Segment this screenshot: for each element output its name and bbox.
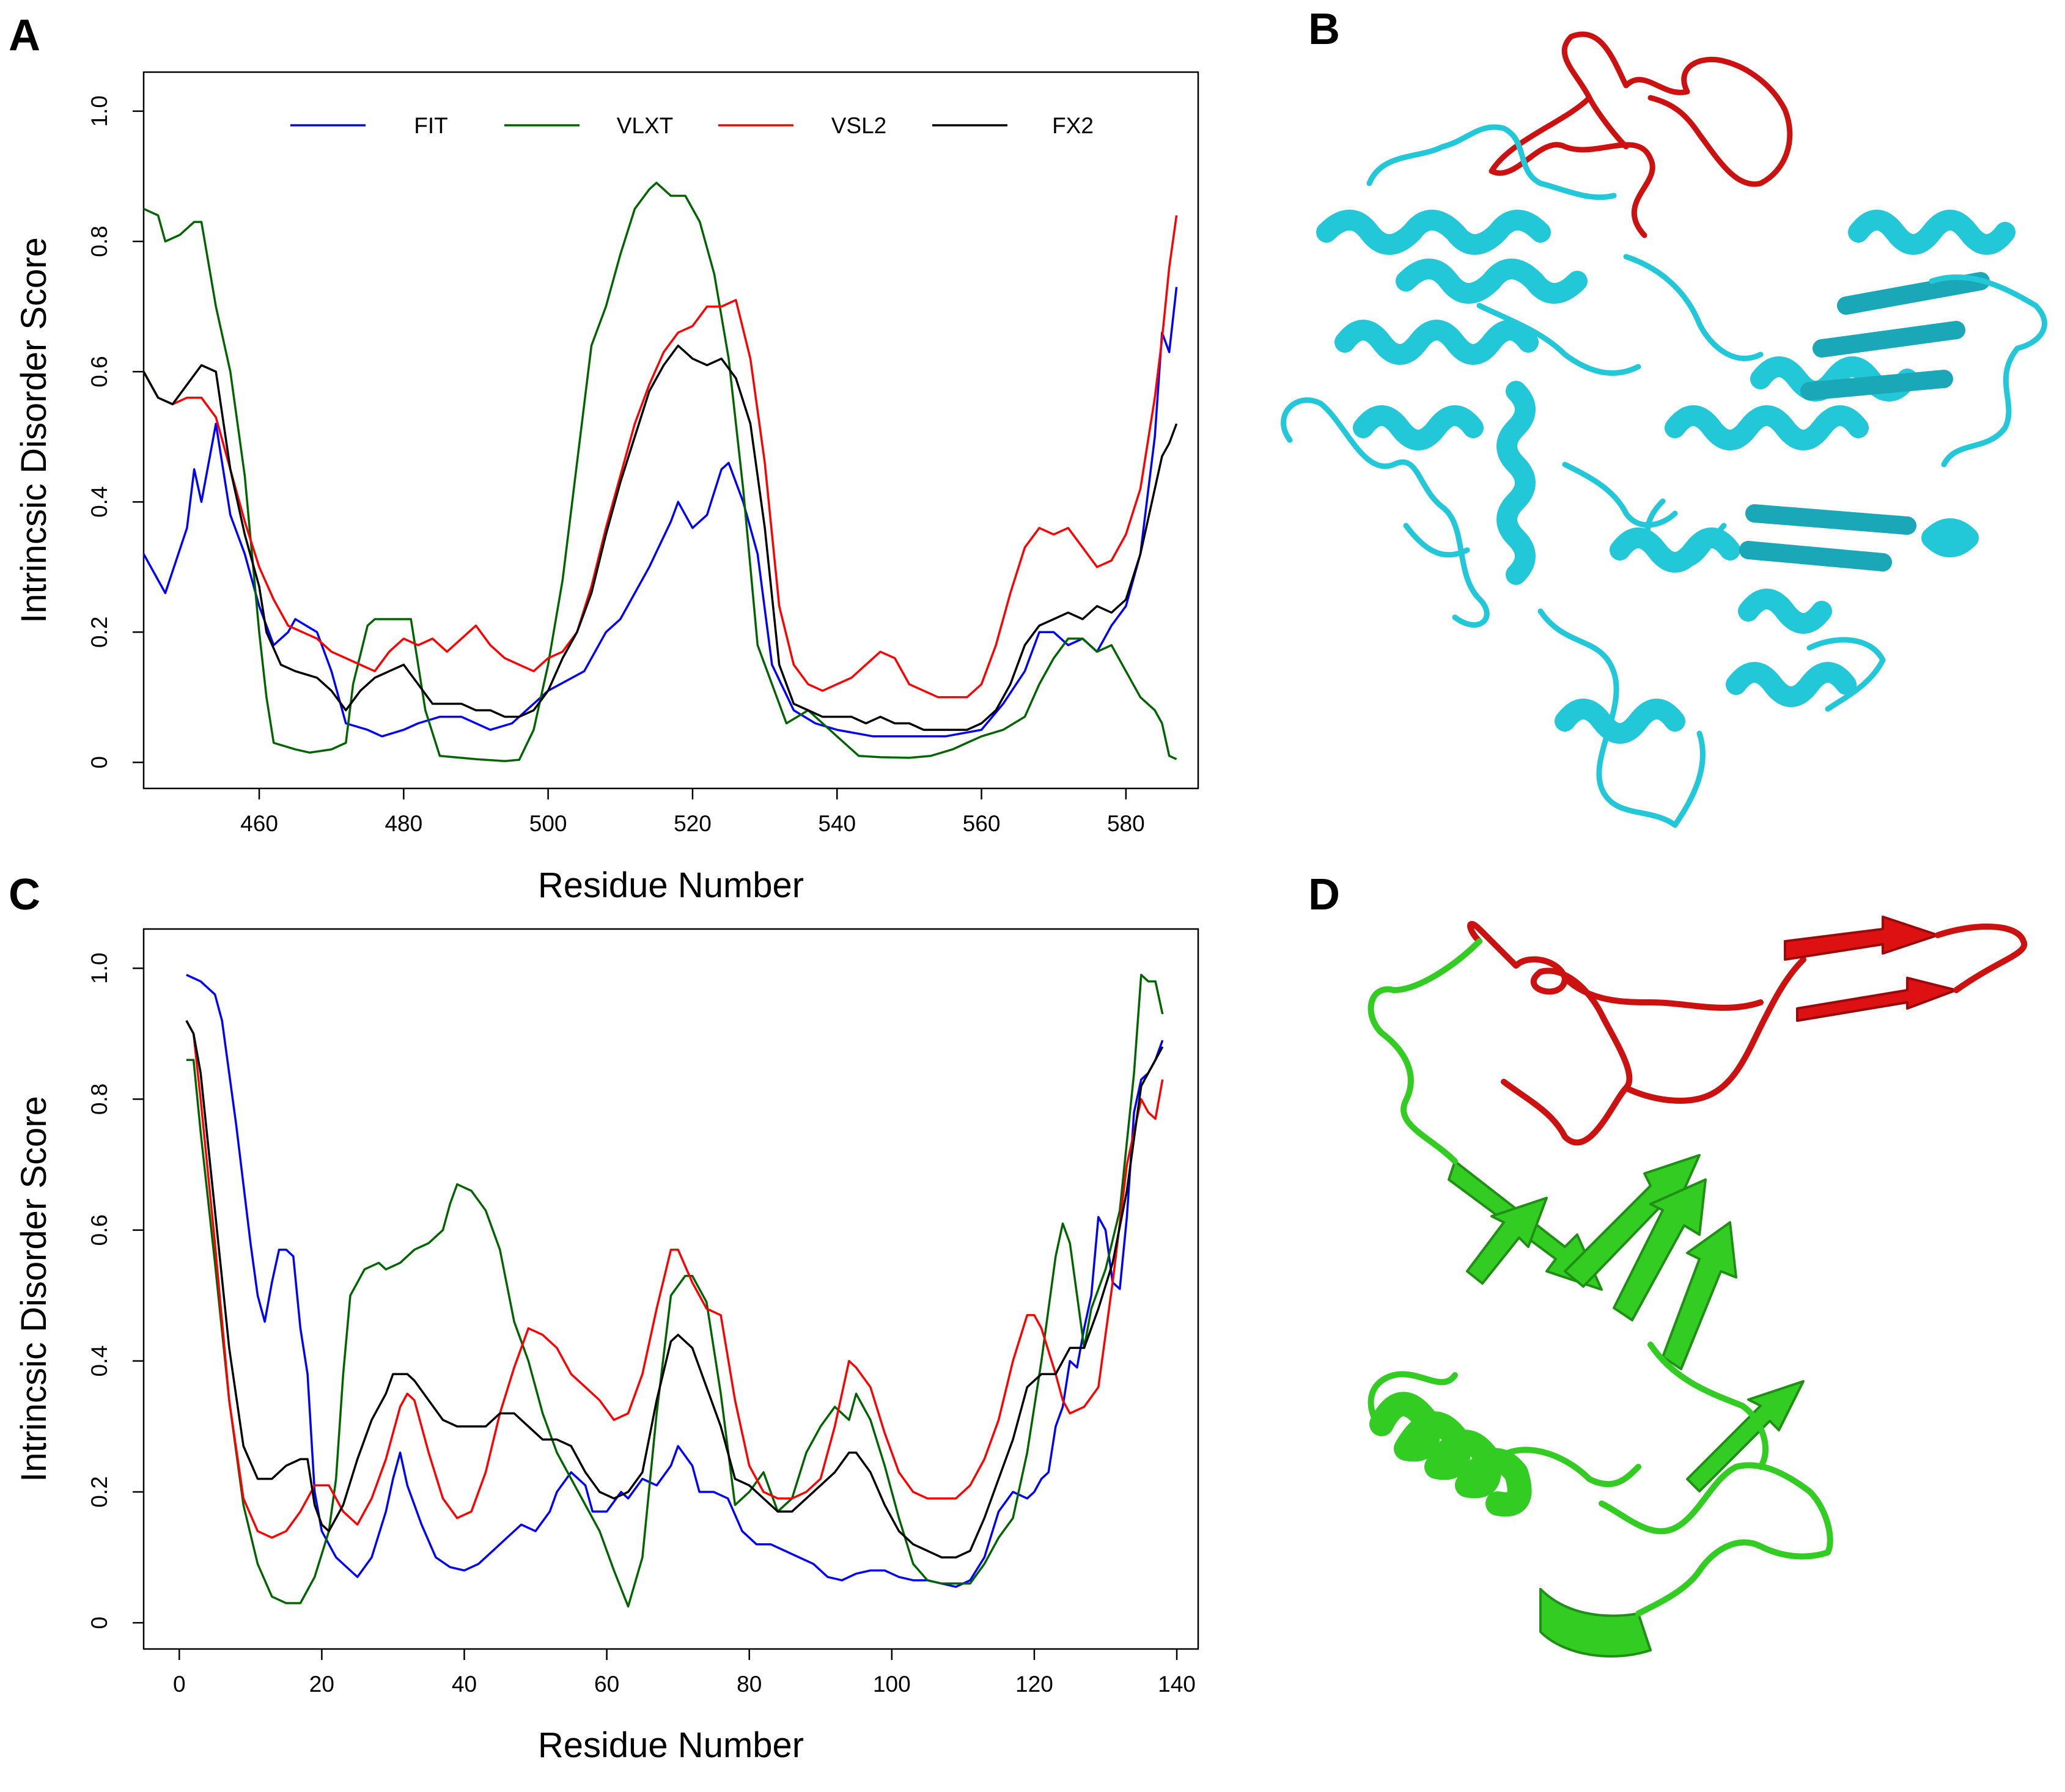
x-tick-label: 0 xyxy=(173,1672,186,1697)
series-line-fit xyxy=(142,287,1178,738)
y-axis-title: Intrincsic Disorder Score xyxy=(14,1096,54,1482)
x-tick-label: 460 xyxy=(240,811,278,836)
y-tick-label: 0 xyxy=(87,1617,112,1629)
y-tick-label: 0.6 xyxy=(87,356,112,387)
x-tick-label: 520 xyxy=(674,811,712,836)
series-line-fx2 xyxy=(142,344,1178,731)
series-line-vlxt xyxy=(186,974,1164,1608)
x-tick-label: 40 xyxy=(452,1672,477,1697)
x-tick-label: 80 xyxy=(737,1672,762,1697)
y-tick-label: 0 xyxy=(87,756,112,769)
protein-structure-b xyxy=(1281,31,2047,828)
panel-letter-c: C xyxy=(9,870,40,919)
y-tick-label: 1.0 xyxy=(87,953,112,984)
y-tick-label: 0.2 xyxy=(87,1476,112,1507)
series-line-vsl2 xyxy=(185,1020,1164,1539)
structure-b-disordered-region xyxy=(1489,31,1793,238)
series-line-vlxt xyxy=(143,182,1177,763)
x-tick-label: 500 xyxy=(529,811,567,836)
plot-frame xyxy=(142,71,1199,790)
panel-letter-a: A xyxy=(9,11,40,60)
x-tick-label: 140 xyxy=(1158,1672,1196,1697)
chart-a: 460 480 500 520 540 560 580 0 0.2 0.4 0.6 0.8 1.0 Res… xyxy=(14,71,1199,905)
chart-c: 0 20 40 60 80 100 120 140 0 0.2 0.4 0.6 0.8 1.0 Residu… xyxy=(14,928,1199,1765)
panel-letter-d: D xyxy=(1308,870,1340,919)
protein-structure-d xyxy=(1367,916,2028,1658)
x-tick-label: 100 xyxy=(873,1672,911,1697)
structure-d-loops xyxy=(1367,938,1833,1617)
plot-frame xyxy=(142,928,1199,1650)
panel-letter-b: B xyxy=(1308,5,1340,54)
x-tick-label: 120 xyxy=(1015,1672,1053,1697)
y-tick-label: 0.4 xyxy=(87,1345,112,1376)
chart-a-legend: FIT VLXT VSL2 FX2 xyxy=(290,113,1094,138)
legend-label-vlxt: VLXT xyxy=(617,113,674,138)
legend-label-vsl2: VSL2 xyxy=(831,113,887,138)
y-tick-label: 0.4 xyxy=(87,486,112,517)
x-tick-label: 60 xyxy=(594,1672,619,1697)
structure-d-disordered-region xyxy=(1467,920,1806,1146)
x-tick-label: 480 xyxy=(385,811,422,836)
x-tick-label: 560 xyxy=(963,811,1001,836)
structure-b-strands xyxy=(1739,272,1990,571)
structure-d-disordered-strands xyxy=(1784,916,2028,1022)
x-tick-label: 20 xyxy=(309,1672,334,1697)
y-tick-label: 1.0 xyxy=(87,95,112,127)
y-tick-label: 0.2 xyxy=(87,617,112,648)
y-tick-label: 0.8 xyxy=(87,1084,112,1115)
y-tick-label: 0.8 xyxy=(87,226,112,257)
structure-d-helix xyxy=(1369,1392,1532,1517)
series-line-fx2 xyxy=(185,1020,1164,1559)
structure-d-strands xyxy=(1448,1154,1805,1658)
y-axis-title: Intrincsic Disorder Score xyxy=(14,237,54,623)
x-tick-label: 580 xyxy=(1107,811,1145,836)
x-tick-label: 540 xyxy=(818,811,856,836)
legend-label-fit: FIT xyxy=(414,113,447,138)
series-line-vsl2 xyxy=(142,215,1178,699)
legend-label-fx2: FX2 xyxy=(1052,113,1094,138)
y-tick-label: 0.6 xyxy=(87,1214,112,1246)
structure-b-loops xyxy=(1281,124,2047,828)
x-axis-title: Residue Number xyxy=(538,865,804,905)
x-axis-title: Residue Number xyxy=(538,1725,804,1765)
